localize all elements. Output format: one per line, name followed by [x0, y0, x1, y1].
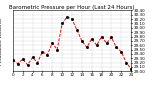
Title: Barometric Pressure per Hour (Last 24 Hours): Barometric Pressure per Hour (Last 24 Ho… [9, 5, 135, 10]
Text: Milwaukee Weather: Milwaukee Weather [0, 17, 4, 65]
